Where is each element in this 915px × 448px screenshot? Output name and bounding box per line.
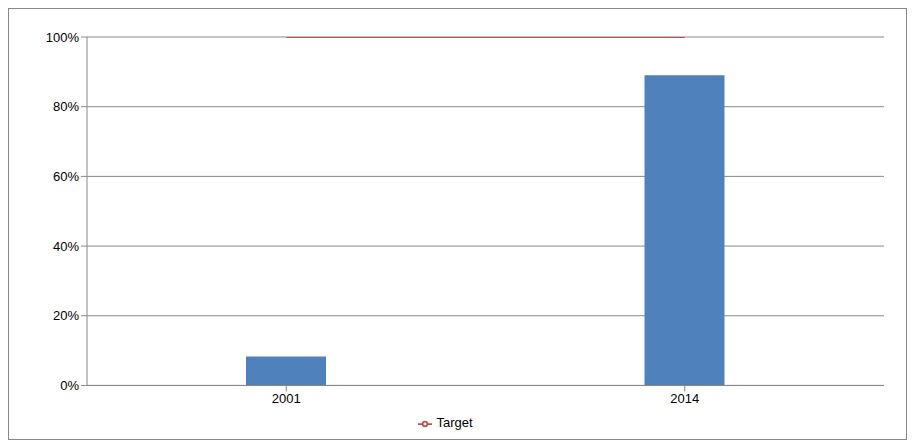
svg-text:2001: 2001 <box>272 391 301 406</box>
svg-text:0%: 0% <box>60 378 79 393</box>
svg-text:100%: 100% <box>46 30 80 45</box>
svg-text:40%: 40% <box>53 239 79 254</box>
svg-text:80%: 80% <box>53 99 79 114</box>
svg-text:2014: 2014 <box>670 391 699 406</box>
svg-text:60%: 60% <box>53 169 79 184</box>
html-text:Target: Target <box>436 415 473 431</box>
svg-text:20%: 20% <box>53 308 79 323</box>
